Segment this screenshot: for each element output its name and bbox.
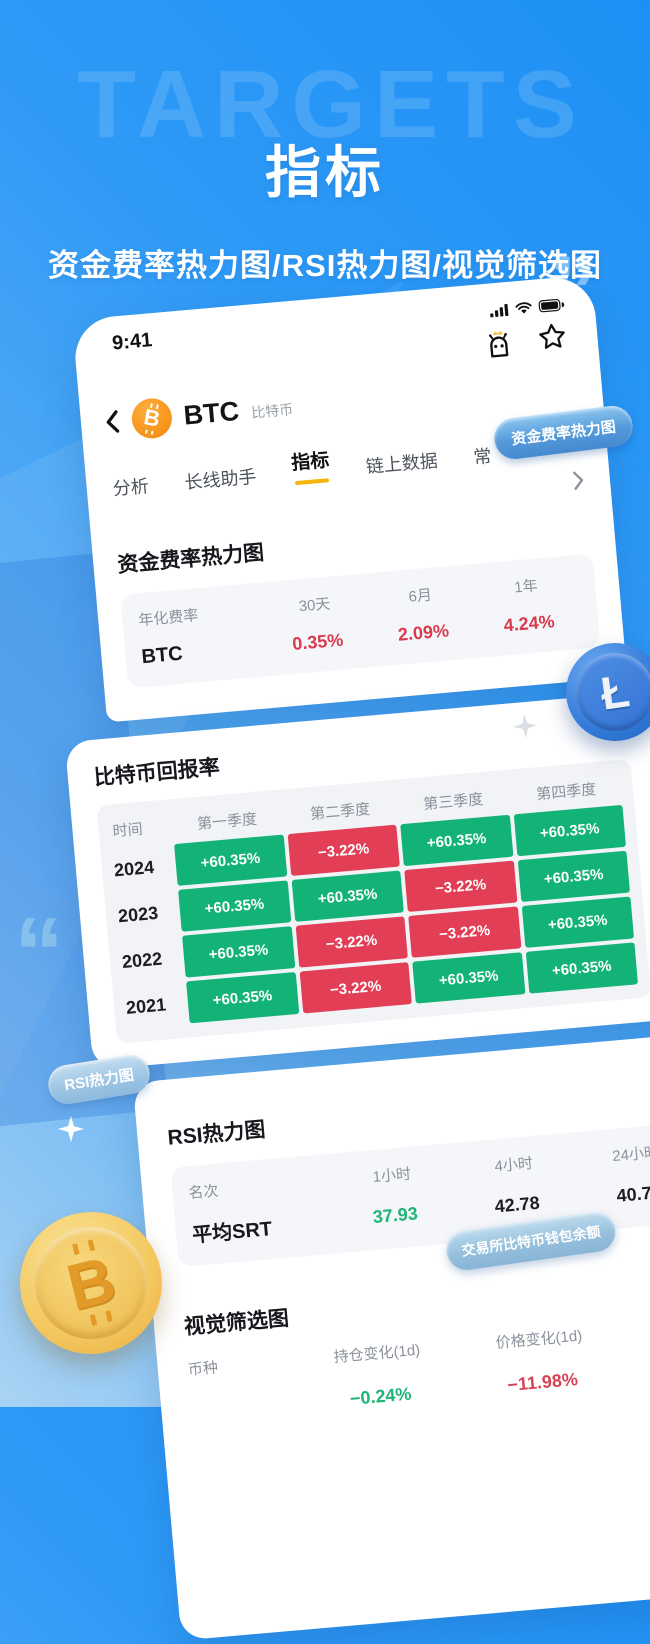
returns-col-time: 时间 — [112, 820, 144, 841]
tab-analysis[interactable]: 分析 — [112, 475, 150, 500]
year-label: 2023 — [117, 902, 159, 926]
funding-col-6m: 6月 — [407, 586, 433, 606]
back-icon[interactable] — [104, 408, 121, 435]
heat-cell: +60.35% — [182, 926, 295, 978]
status-bar: 9:41 — [97, 293, 571, 357]
rsi-col-1h: 1小时 — [371, 1165, 412, 1187]
coin-name: BTC — [182, 395, 241, 431]
tab-indicators-label: 指标 — [290, 450, 331, 475]
funding-value-1y: 4.24% — [502, 611, 556, 636]
app-top-card: 9:41 — [72, 274, 628, 723]
tab-onchain[interactable]: 链上数据 — [365, 450, 439, 477]
tab-indicators[interactable]: 指标 — [290, 445, 331, 486]
heat-cell: −3.22% — [404, 860, 517, 912]
screener-price-change: −11.98% — [506, 1368, 579, 1396]
screener-status: 空头开仓 — [622, 1353, 650, 1389]
rsi-value-1h: 37.93 — [371, 1203, 419, 1228]
screener-col-status: 状态 — [619, 1312, 650, 1342]
heat-cell: +60.35% — [412, 952, 525, 1004]
funding-col-1y: 1年 — [513, 577, 539, 597]
heat-cell: +60.35% — [517, 850, 631, 903]
coin-name-cn: 比特币 — [250, 401, 294, 421]
heat-cell: −3.22% — [287, 824, 400, 877]
phone-mockup: 9:41 — [64, 274, 650, 1641]
heat-cell: +60.35% — [400, 814, 513, 867]
chevron-right-icon[interactable] — [572, 470, 585, 491]
bitcoin-coin-face: B — [35, 1227, 147, 1339]
heat-cell: +60.35% — [513, 804, 627, 857]
rsi-col-4h: 4小时 — [493, 1155, 534, 1176]
screener-position-change: −0.24% — [349, 1383, 413, 1409]
btc-logo: B — [131, 398, 173, 439]
year-label: 2024 — [113, 856, 155, 880]
bitcoin-3d-coin: B — [20, 1212, 162, 1354]
year-label: 2021 — [125, 993, 167, 1018]
rsi-row-label: 平均SRT — [191, 1218, 273, 1247]
heat-cell: −3.22% — [408, 906, 521, 958]
coin-header: B BTC 比特币 — [103, 361, 579, 442]
bitcoin-symbol: B — [142, 402, 162, 435]
returns-heatmap: 时间 第一季度 第二季度 第三季度 第四季度 2024 +60.35% −3.2… — [96, 759, 650, 1044]
bitcoin-symbol: B — [60, 1239, 122, 1326]
hero-title: 指标 — [265, 141, 385, 204]
hero-watermark: TARGETS — [77, 51, 585, 158]
status-time: 9:41 — [111, 329, 154, 355]
favorite-star-icon[interactable] — [534, 320, 571, 355]
header-action-row — [100, 319, 575, 392]
screener-coin-cell — [192, 1404, 300, 1413]
status-icons — [489, 298, 571, 318]
funding-table: 年化费率 30天 6月 1年 BTC 0.35% 2.09% 4.24% — [120, 553, 601, 689]
heat-cell: −3.22% — [299, 962, 412, 1014]
screener-col-coin: 币种 — [187, 1359, 219, 1379]
litecoin-symbol: Ł — [597, 664, 633, 720]
hero-subtitle: 资金费率热力图/RSI热力图/视觉筛选图 — [48, 248, 602, 283]
robot-assistant-icon[interactable] — [480, 324, 517, 359]
heat-cell: +60.35% — [521, 896, 635, 948]
rsi-value-24h: 40.75 — [615, 1181, 650, 1206]
heat-cell: −3.22% — [295, 916, 408, 968]
screener-col-price: 价格变化(1d) — [495, 1327, 583, 1352]
tab-long-term[interactable]: 长线助手 — [183, 466, 258, 493]
signal-icon — [490, 303, 509, 318]
battery-icon — [538, 298, 565, 313]
wifi-icon — [515, 302, 532, 314]
screener-col-position: 持仓变化(1d) — [333, 1341, 421, 1367]
funding-more-row — [113, 470, 587, 531]
funding-value-30d: 0.35% — [291, 629, 345, 654]
quote-open-mark: “ — [14, 897, 64, 1009]
litecoin-coin-face: Ł — [576, 653, 650, 731]
sparkle-icon — [58, 1116, 84, 1142]
tab-common[interactable]: 常 — [472, 445, 493, 468]
funding-row-label: BTC — [140, 642, 184, 669]
year-label: 2022 — [121, 948, 163, 972]
returns-card: 比特币回报率 时间 第一季度 第二季度 第三季度 第四季度 2024 +60.3… — [64, 690, 650, 1070]
litecoin-3d-coin: Ł — [566, 643, 650, 741]
heat-cell: +60.35% — [178, 880, 291, 932]
heat-cell: +60.35% — [525, 942, 639, 994]
funding-col-rowheader: 年化费率 — [137, 607, 200, 630]
heat-cell: +60.35% — [186, 972, 299, 1024]
heat-cell: +60.35% — [291, 870, 404, 922]
funding-col-30d: 30天 — [298, 595, 332, 616]
tab-active-underline — [294, 478, 330, 486]
rsi-col-rank: 名次 — [187, 1182, 220, 1203]
funding-value-6m: 2.09% — [397, 620, 450, 645]
rsi-col-24h: 24小时 — [611, 1144, 650, 1166]
rsi-screener-card: RSI热力图 名次 1小时 4小时 24小时 平均SRT 37.93 42.78… — [132, 1030, 650, 1641]
heat-cell: +60.35% — [174, 834, 287, 886]
